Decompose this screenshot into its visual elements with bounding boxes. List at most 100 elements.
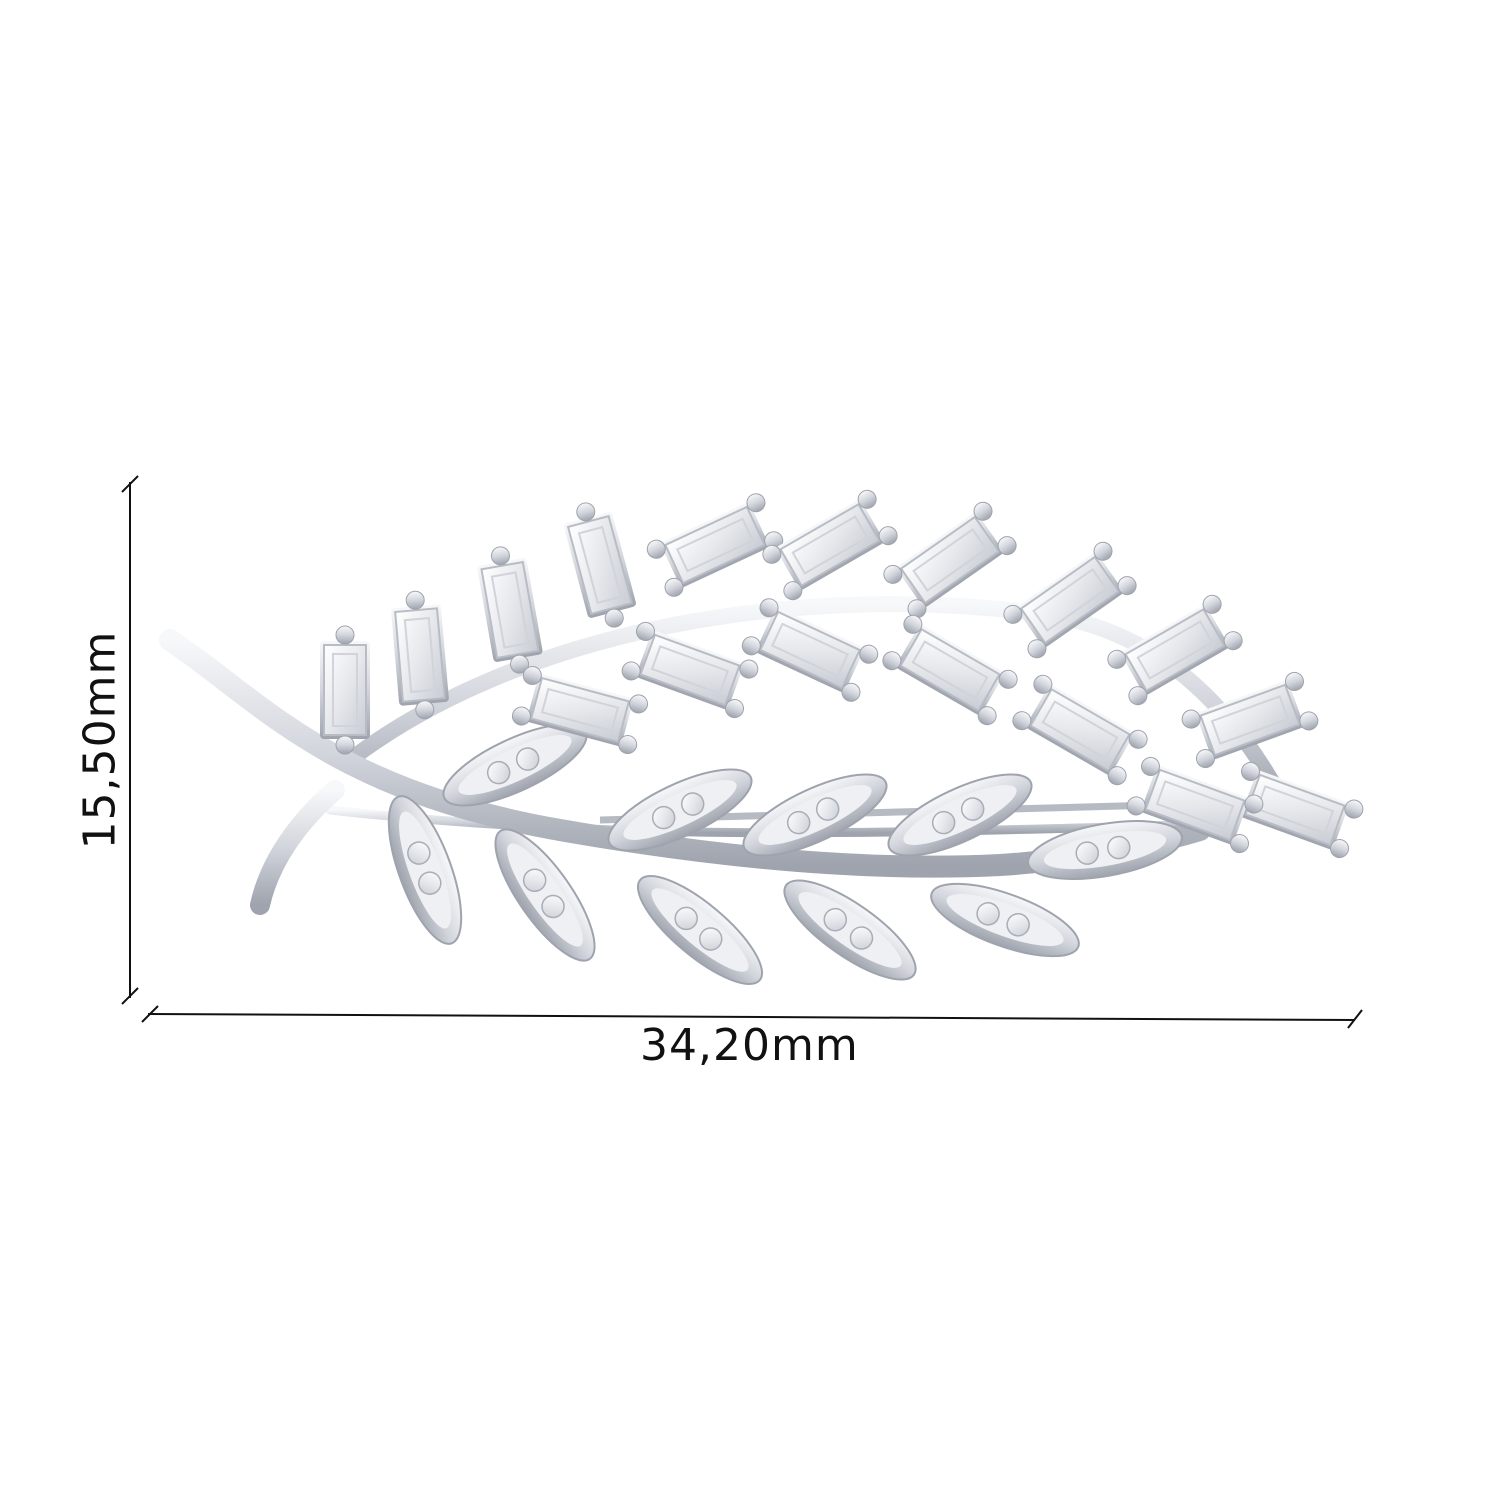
prong (859, 644, 879, 664)
prong (635, 621, 655, 641)
round-stone (418, 871, 442, 895)
baguette-stone (1003, 541, 1137, 659)
leaf-brooch (159, 489, 1364, 985)
pave-leaf (494, 828, 596, 962)
prong (973, 501, 993, 521)
round-stone (674, 906, 698, 931)
prong (857, 489, 877, 509)
prong (1240, 761, 1260, 781)
prong (759, 598, 779, 618)
prong (1117, 576, 1137, 596)
pave-leaf (442, 723, 588, 807)
round-stone (786, 810, 811, 835)
round-stone (976, 902, 1000, 926)
round-stone (541, 894, 565, 919)
baguette-stone (741, 598, 879, 702)
round-stone (931, 810, 956, 835)
prong (725, 699, 745, 719)
width-dimension-line (141, 1005, 1363, 1029)
prong (1140, 756, 1160, 776)
prong (415, 700, 435, 720)
prong (1244, 794, 1264, 814)
prong (335, 735, 355, 755)
prong (1344, 799, 1364, 819)
baguette-stone (646, 493, 784, 597)
prong (977, 706, 997, 726)
prong (998, 669, 1018, 689)
prong (1012, 711, 1032, 731)
prong (1128, 729, 1148, 749)
prong (621, 661, 641, 681)
baguette-stone (1126, 756, 1264, 854)
height-dimension-label: 15,50mm (74, 630, 126, 850)
prong (335, 625, 355, 645)
round-stone (522, 868, 547, 893)
round-stone (815, 797, 840, 821)
prong (1181, 709, 1201, 729)
pave-leaf (783, 879, 917, 981)
prong (664, 577, 684, 597)
prong (783, 581, 803, 601)
prong (1202, 594, 1222, 614)
prong (741, 636, 761, 656)
baguette-stone (477, 546, 543, 674)
prong (1330, 839, 1350, 859)
round-stone (698, 927, 723, 951)
pave-leaf (387, 795, 463, 945)
prong (907, 599, 927, 619)
prong (841, 682, 861, 702)
baguette-stone (1181, 671, 1319, 769)
pave-leaf (1027, 820, 1183, 880)
prong (576, 502, 596, 522)
lower-branch-stem (325, 805, 1185, 838)
pave-leaf (930, 882, 1080, 958)
pave-leaf (887, 773, 1033, 857)
prong (522, 665, 542, 685)
baguette-stone (762, 489, 898, 601)
prong (1299, 711, 1319, 731)
baguette-stone (1107, 594, 1243, 706)
baguette-stone (882, 614, 1018, 726)
prong (629, 694, 649, 714)
prong (746, 493, 766, 513)
baguette-stone (621, 621, 759, 719)
round-stone (1006, 913, 1030, 937)
prong (1107, 766, 1127, 786)
prong (604, 608, 624, 628)
prong (1033, 674, 1053, 694)
round-stone (680, 792, 705, 816)
prong (739, 659, 759, 679)
prong (1003, 604, 1023, 624)
stem-tail (250, 780, 345, 915)
prong (405, 590, 425, 610)
prong (1230, 834, 1250, 854)
prong (883, 564, 903, 584)
round-stone (486, 760, 511, 785)
round-stone (960, 797, 985, 821)
round-stone (515, 747, 540, 771)
baguette-stone (1012, 674, 1148, 786)
baguette-stone (320, 625, 370, 755)
prong (1128, 686, 1148, 706)
pave-leaf (742, 773, 888, 857)
pave-leaf (636, 875, 764, 985)
round-stone (1107, 835, 1131, 860)
round-stone (823, 907, 848, 932)
prong (762, 544, 782, 564)
prong (1285, 671, 1305, 691)
pave-leaf (607, 768, 753, 852)
round-stone (849, 926, 874, 950)
prong (1107, 649, 1127, 669)
prong (1223, 631, 1243, 651)
round-stone (651, 805, 676, 830)
baguette-stone (391, 590, 449, 720)
width-dimension-label: 34,20mm (640, 1020, 859, 1071)
prong (878, 526, 898, 546)
prong (1093, 541, 1113, 561)
prong (1126, 796, 1146, 816)
prong (997, 536, 1017, 556)
prong (1027, 639, 1047, 659)
prong (510, 654, 530, 674)
prong (646, 539, 666, 559)
